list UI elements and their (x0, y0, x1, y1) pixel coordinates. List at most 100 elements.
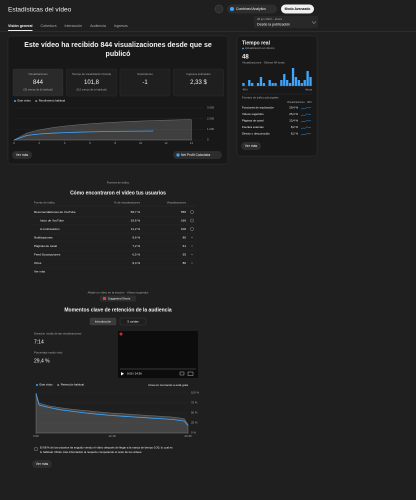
source-name: Inicio de YouTube (40, 218, 64, 222)
metric-value: 844 (33, 80, 44, 86)
stat-value: 29,4 % (34, 358, 50, 364)
source-pct: 58,7 % (131, 210, 141, 214)
realtime-bar (262, 83, 266, 86)
segment-label: 5 caídas (127, 319, 139, 323)
metric-value: -1 (142, 80, 148, 86)
realtime-bar (251, 83, 254, 86)
metric-note: (35 menos de lo habitual) (23, 88, 52, 92)
source-name: A continuación (40, 227, 60, 231)
realtime-value: 48 (242, 55, 249, 61)
metric-card[interactable] (119, 68, 171, 97)
metrics: Visualizaciones 844 (35 menos de lo habitu… (12, 68, 224, 97)
x-tick-label: 12 (164, 141, 168, 145)
metric-note: (8,2 menos de lo habitual) (77, 88, 107, 92)
source-name: Fuentes externas (242, 125, 264, 129)
more-label: Ver más (36, 462, 49, 466)
segment-button[interactable] (119, 317, 147, 326)
metric-label: Ingresos estimados (186, 72, 211, 76)
legend-label: Este vídeo (40, 383, 54, 387)
realtime-bar (309, 77, 312, 86)
realtime-bar (294, 77, 298, 86)
metric-card[interactable] (173, 68, 224, 97)
player-time: 0:00 / 24:36 (127, 372, 142, 376)
tab: Interacción (64, 24, 82, 28)
advanced-button[interactable] (281, 4, 314, 14)
note-text: lo habitual. Obtén más información al re… (40, 450, 142, 454)
more-label: Ver más (245, 144, 258, 148)
more-button[interactable] (12, 151, 32, 159)
series-line (13, 130, 154, 141)
video-player[interactable] (118, 331, 198, 378)
settings-icon[interactable] (179, 371, 185, 376)
note-text: El 68 % de los usuarios ha seguido viend… (40, 446, 173, 450)
y-tick-label: 1.000 (207, 127, 214, 131)
retention-note: El 68 % de los usuarios ha seguido viend… (34, 446, 173, 454)
metric-card[interactable] (12, 68, 64, 97)
metric-value: 101,8 (84, 80, 100, 86)
realtime-bar (286, 80, 289, 86)
sources-title: Fuentes de tráfico principales (242, 96, 279, 100)
realtime-bar (297, 80, 301, 86)
sparkline (300, 120, 312, 123)
x-tick-label: 4 (64, 141, 66, 145)
tab: Audiencia (90, 24, 106, 28)
retention-buttons: Introducción 5 caídas (89, 317, 147, 326)
info-icon[interactable] (190, 218, 194, 223)
more-button[interactable] (241, 142, 261, 150)
fullscreen-icon[interactable] (187, 371, 194, 376)
source-pct: 7,2 % (132, 244, 140, 248)
live-dot (242, 47, 244, 50)
y-tick-label: 75 % (191, 401, 198, 405)
realtime-bar (303, 80, 306, 86)
legend-swatch (36, 384, 38, 386)
sparkline (300, 113, 312, 116)
traffic-table: Fuente de tráfico % de visualizaciones Vis… (34, 201, 196, 273)
more-button[interactable] (32, 460, 52, 468)
source-views: 61 (183, 244, 187, 248)
date-picker[interactable] (254, 16, 318, 28)
calculator-button[interactable] (173, 151, 222, 159)
info-icon[interactable] (190, 227, 194, 231)
chip[interactable] (100, 295, 136, 302)
overview-headline: Este vídeo ha recibido 844 visualizacion… (24, 42, 212, 49)
y-tick-label: 50 % (191, 411, 198, 415)
y-tick-label: 25 % (191, 421, 198, 425)
segment-button[interactable] (89, 317, 117, 326)
x-tick-label: 24:36 (185, 434, 192, 438)
page-title: Estadísticas del vídeo (8, 7, 72, 14)
source-pct: 9,6 % (132, 235, 140, 239)
retention-hint: Crea un momento a esta guía (148, 383, 188, 387)
series-area (13, 119, 192, 141)
source-views: 55 (183, 252, 187, 256)
source-views: 80 (183, 261, 187, 265)
tabs: Visión general Cobertura Interacción Audien… (8, 24, 128, 31)
metric-label: Visualizaciones (28, 72, 48, 76)
sparkline (300, 126, 312, 129)
date-range: 28 jun 2024 – ahora (257, 17, 282, 21)
x-tick-label: 2 (39, 141, 41, 145)
traffic-title: Cómo encontraron el vídeo tus usuarios (70, 190, 166, 196)
chart: 0 % 25 % 50 % 75 % 100 % 0:00 12:18 24:36 Este v… (33, 383, 199, 439)
combined-button[interactable] (227, 4, 277, 14)
source-pct: 8,2 % (291, 125, 299, 129)
legend-swatch (57, 384, 60, 386)
sources-header: Visualizaciones · 48 h (287, 100, 313, 104)
more-label: Ver más (16, 153, 29, 157)
metric-card[interactable] (66, 68, 117, 97)
source-name: Directo o desconocido (242, 132, 270, 136)
realtime-bar (306, 71, 309, 86)
play-icon[interactable] (121, 372, 124, 376)
source-pct: 8,2 % (291, 132, 299, 136)
source-views: 166 (181, 218, 186, 222)
source-pct: 25,4 % (289, 112, 298, 116)
advanced-label: Modo Avanzado (285, 7, 311, 11)
info-icon[interactable] (190, 210, 194, 214)
stat-value: 7:14 (34, 339, 44, 345)
stat-label: Porcentaje medio visto (34, 351, 63, 355)
legend-label: Rendimiento habitual (39, 99, 66, 103)
icon-button[interactable] (214, 4, 224, 14)
x-tick-label: 0 (13, 141, 15, 145)
realtime-card (236, 35, 318, 157)
source-pct: 11,2 % (131, 227, 140, 231)
realtime-bar (280, 80, 283, 86)
